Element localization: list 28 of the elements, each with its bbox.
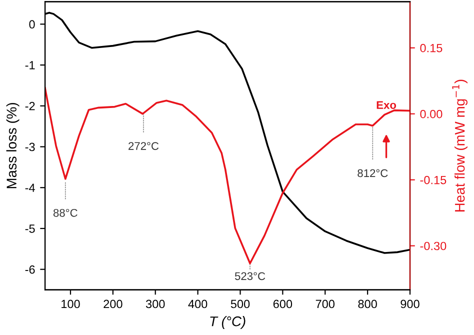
x-tick-label: 900 (400, 300, 420, 308)
y-axis-title: Mass loss (%) (6, 102, 20, 188)
x-tick-label: 100 (62, 300, 80, 308)
annotation: 812°C (358, 169, 388, 178)
x-tick-label: 300 (146, 300, 165, 308)
y2-tick-label: 0.00 (420, 110, 442, 118)
annotation: 523°C (234, 272, 266, 280)
annotation: 272°C (128, 142, 159, 150)
y2-axis-title: Heat flow (mW mg$^{−1}$) (452, 80, 468, 212)
y-tick-label: -3 (25, 142, 35, 152)
y2-tick-label: -0.30 (420, 242, 446, 250)
x-tick-label: 500 (230, 300, 250, 308)
y-tick-label: -5 (25, 224, 35, 233)
annotation: Exo (376, 101, 396, 109)
x-tick-label: 200 (104, 300, 122, 308)
y-tick-label: -4 (25, 184, 35, 192)
x-tick-label: 700 (316, 300, 335, 308)
y2-tick-label: 0.15 (420, 44, 442, 52)
y2-tick-label: -0.15 (420, 176, 446, 184)
x-tick-label: 400 (188, 300, 208, 308)
x-tick-label: 800 (358, 300, 377, 308)
y-tick-label: -2 (25, 102, 35, 110)
y-tick-label: -6 (25, 265, 35, 274)
x-axis-title: T (°C) (210, 316, 246, 329)
y-tick-label: 0 (29, 20, 35, 29)
annotation: 88°C (53, 208, 78, 217)
x-tick-label: 600 (273, 300, 292, 308)
y-tick-label: -1 (25, 61, 35, 70)
